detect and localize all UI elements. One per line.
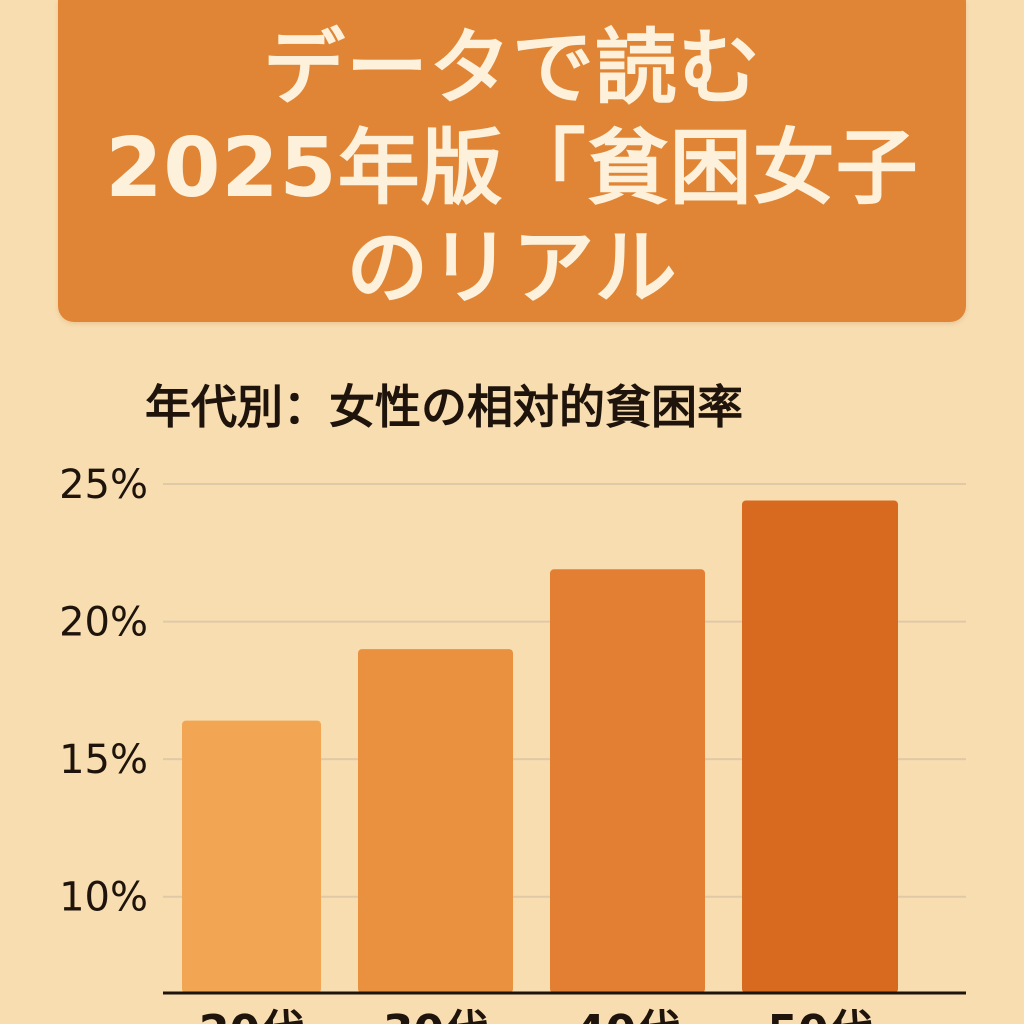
title-banner: データで読む 2025年版「貧困女子 のリアル [58,0,966,322]
x-category-label: 30代 [383,1006,488,1024]
page-title-line-1: データで読む [262,21,761,116]
bar-30代 [358,649,513,993]
y-tick-label: 20% [59,600,148,646]
x-axis-categories: 20代 30代 40代 50代 [199,1006,873,1024]
bar-20代 [182,720,321,993]
bars [182,500,898,993]
bar-40代 [550,569,705,993]
y-axis-ticks: 10% 15% 20% 25% [59,462,148,921]
y-tick-label: 25% [59,462,148,508]
y-tick-label: 15% [59,737,148,783]
y-tick-label: 10% [59,875,148,921]
x-category-label: 40代 [575,1006,680,1024]
x-category-label: 20代 [199,1006,304,1024]
x-category-label: 50代 [767,1006,872,1024]
bar-50代 [742,500,898,993]
chart-title: 年代別：女性の相対的貧困率 [145,380,743,434]
page-title-line-3: のリアル [346,221,678,316]
page-title-line-2: 2025年版「貧困女子 [105,121,919,216]
